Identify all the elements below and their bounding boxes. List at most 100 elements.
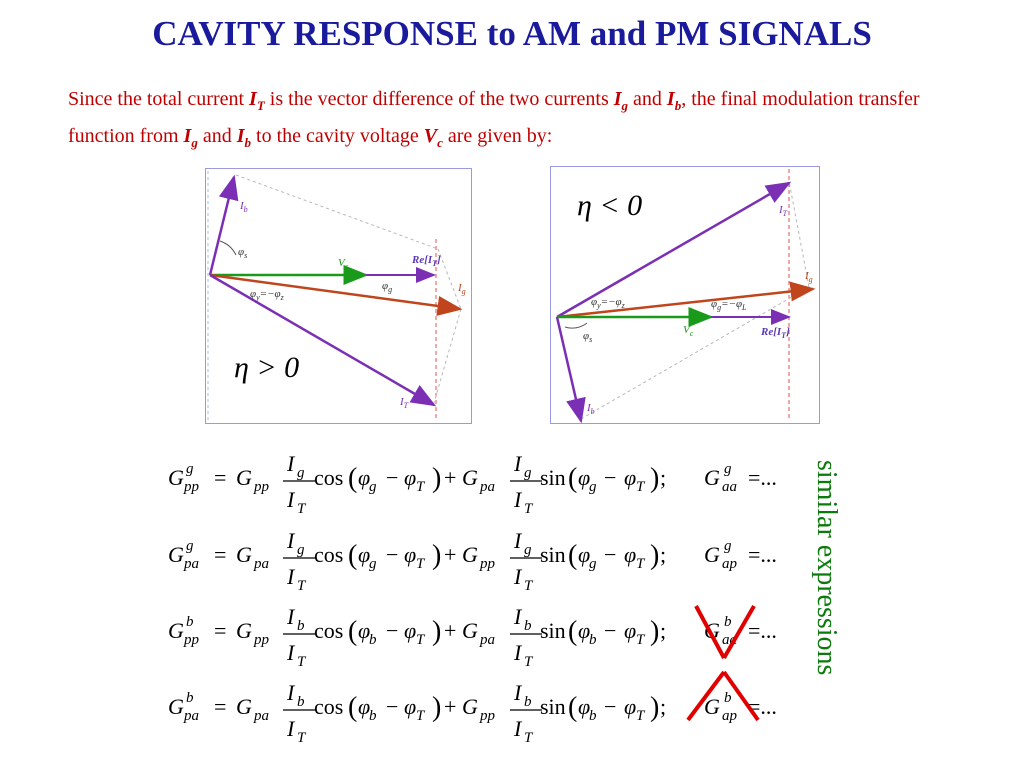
fraction-numerator-sub: g: [297, 542, 305, 558]
intro-text: Since the total current: [68, 88, 250, 110]
equals-sign: =: [214, 618, 226, 643]
minus-sign: −: [604, 618, 616, 643]
fraction-numerator: I: [513, 604, 523, 629]
term1-G: G: [236, 618, 252, 643]
fraction-numerator-sub: b: [524, 694, 532, 710]
minus-sign: −: [386, 694, 398, 719]
fraction-denominator: I: [286, 716, 296, 741]
cross-mark: [722, 670, 760, 722]
phi-sub: g: [589, 556, 597, 572]
intro-text: and: [628, 88, 667, 110]
term1-G: G: [236, 465, 252, 490]
lhs-sub: pp: [183, 632, 200, 648]
term2-G-sub: pp: [479, 556, 496, 572]
rhs-G: G: [704, 465, 720, 490]
phi-sub: b: [589, 708, 597, 724]
semicolon: ;: [660, 542, 666, 567]
side-note: similar expressions: [811, 460, 842, 676]
fraction-numerator: I: [286, 680, 296, 705]
paren-open: (: [348, 463, 357, 494]
vector-IT: [556, 181, 792, 319]
fraction-denominator-sub: T: [524, 501, 534, 517]
rhs-sup: g: [724, 538, 732, 554]
rhs-sub: aa: [722, 479, 737, 495]
phi-sub: b: [369, 632, 377, 648]
label-IT: IT: [399, 396, 409, 410]
phi-sub: T: [416, 479, 426, 495]
lhs-sub: pa: [183, 708, 199, 724]
minus-sign: −: [386, 618, 398, 643]
phi-sub: b: [589, 632, 597, 648]
fraction-numerator-sub: b: [297, 618, 305, 634]
semicolon: ;: [660, 465, 666, 490]
fraction-numerator: I: [286, 451, 296, 476]
sym-IT: IT: [249, 88, 265, 113]
phasor-diagram-svg: Ib φs Vc Re[IT] φg φy=−φz Ig IT η > 0: [207, 171, 466, 421]
minus-sign: −: [604, 694, 616, 719]
fraction-denominator: I: [286, 487, 296, 512]
eta-label: η > 0: [234, 351, 299, 384]
fraction-denominator-sub: T: [297, 578, 307, 594]
fraction-denominator-sub: T: [297, 730, 307, 746]
rhs-ellipsis: =...: [748, 618, 777, 643]
phi-sub: b: [369, 708, 377, 724]
cross-mark: [686, 670, 726, 722]
term2-G: G: [462, 542, 478, 567]
label-Ig: Ig: [457, 282, 466, 296]
lhs-sub: pa: [183, 556, 199, 572]
rhs-sup: b: [724, 690, 732, 706]
paren-close: ): [432, 540, 441, 571]
lhs-sub: pp: [183, 479, 200, 495]
equals-sign: =: [214, 542, 226, 567]
term2-G-sub: pa: [479, 479, 495, 495]
phi-sub: T: [636, 556, 646, 572]
phi: φ: [404, 465, 416, 490]
eta-label: η < 0: [577, 189, 642, 222]
angle-arc-phis: [564, 322, 588, 329]
phi-sub: T: [416, 632, 426, 648]
term1-G: G: [236, 542, 252, 567]
term2-G-sub: pa: [479, 632, 495, 648]
label-IT: IT: [778, 204, 788, 218]
semicolon: ;: [660, 694, 666, 719]
rhs-G: G: [704, 694, 720, 719]
paren-close: ): [432, 463, 441, 494]
label-phig-L: φg=−φL: [711, 298, 747, 312]
intro-text: , the final modulation transfer function…: [68, 88, 920, 147]
lhs-G: G: [168, 465, 184, 490]
phasor-diagram-svg: IT Ig φy=−φz φg=−φL φs Vc Re[IT] Ib η < …: [555, 169, 816, 423]
dashed-construction: [437, 248, 462, 310]
lhs-sup: b: [186, 614, 194, 630]
fraction-numerator-sub: b: [297, 694, 305, 710]
term1-G-sub: pa: [253, 556, 269, 572]
vector-Ib: [555, 316, 586, 423]
vector-Ig: [556, 281, 816, 319]
fraction-denominator-sub: T: [297, 654, 307, 670]
paren-close: ): [650, 616, 659, 647]
lhs-G: G: [168, 694, 184, 719]
equals-sign: =: [214, 465, 226, 490]
rhs-G: G: [704, 542, 720, 567]
term1-G: G: [236, 694, 252, 719]
paren-close: ): [650, 540, 659, 571]
phi: φ: [578, 694, 590, 719]
label-Ig: Ig: [804, 270, 813, 284]
minus-sign: −: [604, 465, 616, 490]
paren-close: ): [650, 692, 659, 723]
intro-text: to the cavity voltage: [251, 125, 424, 147]
cross-mark: [694, 605, 726, 659]
lhs-G: G: [168, 618, 184, 643]
vector-IT: [209, 273, 437, 407]
label-phis: φs: [583, 330, 592, 344]
label-ReIT: Re[IT]: [760, 326, 790, 340]
paren-close: ): [432, 692, 441, 723]
term1-G-sub: pa: [253, 708, 269, 724]
fraction-numerator: I: [286, 528, 296, 553]
phi: φ: [624, 694, 636, 719]
label-phig: φg: [382, 280, 392, 294]
term2-G-sub: pp: [479, 708, 496, 724]
rhs-sub: ap: [722, 556, 738, 572]
rhs-sup: g: [724, 461, 732, 477]
plus-sign: +: [444, 542, 456, 567]
func-cos: cos: [314, 542, 343, 567]
